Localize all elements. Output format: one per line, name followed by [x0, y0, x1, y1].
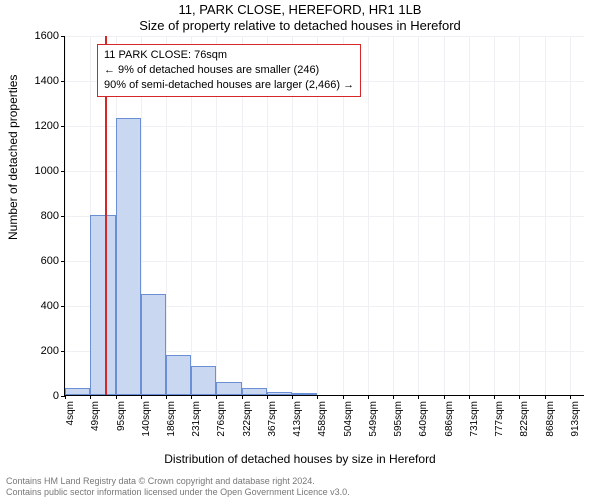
histogram-bar	[267, 392, 293, 395]
gridline-h	[65, 126, 584, 127]
x-tick-mark	[90, 395, 91, 399]
x-tick-label: 504sqm	[343, 401, 354, 437]
x-tick-label: 640sqm	[418, 401, 429, 437]
x-tick-mark	[65, 395, 66, 399]
annotation-box: 11 PARK CLOSE: 76sqm ← 9% of detached ho…	[97, 44, 361, 97]
x-tick-mark	[494, 395, 495, 399]
gridline-h	[65, 36, 584, 37]
histogram-bar	[191, 366, 216, 395]
histogram-bar	[166, 355, 191, 396]
gridline-h	[65, 216, 584, 217]
title-line-2: Size of property relative to detached ho…	[0, 18, 600, 33]
x-tick-mark	[418, 395, 419, 399]
gridline-v	[469, 36, 470, 395]
y-tick-label: 600	[41, 255, 59, 267]
y-tick-label: 400	[41, 300, 59, 312]
gridline-v	[519, 36, 520, 395]
gridline-v	[570, 36, 571, 395]
footer: Contains HM Land Registry data © Crown c…	[6, 476, 594, 499]
x-tick-mark	[444, 395, 445, 399]
x-tick-mark	[343, 395, 344, 399]
x-tick-mark	[141, 395, 142, 399]
x-tick-label: 913sqm	[570, 401, 581, 437]
plot-area: 020040060080010001200140016004sqm49sqm95…	[64, 36, 584, 396]
x-tick-label: 140sqm	[141, 401, 152, 437]
x-tick-mark	[317, 395, 318, 399]
histogram-bar	[116, 118, 141, 395]
x-tick-mark	[216, 395, 217, 399]
y-tick-label: 1400	[35, 75, 59, 87]
gridline-v	[368, 36, 369, 395]
x-tick-label: 868sqm	[545, 401, 556, 437]
footer-line-2: Contains public sector information licen…	[6, 487, 594, 498]
annotation-line-1: 11 PARK CLOSE: 76sqm	[104, 48, 354, 63]
x-tick-label: 731sqm	[469, 401, 480, 437]
annotation-line-2: ← 9% of detached houses are smaller (246…	[104, 63, 354, 78]
x-tick-mark	[469, 395, 470, 399]
x-tick-mark	[116, 395, 117, 399]
histogram-bar	[216, 382, 242, 396]
y-tick-label: 0	[53, 390, 59, 402]
x-tick-label: 777sqm	[494, 401, 505, 437]
x-tick-label: 322sqm	[242, 401, 253, 437]
x-tick-label: 276sqm	[216, 401, 227, 437]
footer-line-1: Contains HM Land Registry data © Crown c…	[6, 476, 594, 487]
gridline-v	[393, 36, 394, 395]
x-tick-label: 822sqm	[519, 401, 530, 437]
x-tick-mark	[191, 395, 192, 399]
x-tick-mark	[292, 395, 293, 399]
x-tick-label: 186sqm	[166, 401, 177, 437]
y-tick-label: 1000	[35, 165, 59, 177]
x-tick-label: 367sqm	[267, 401, 278, 437]
x-tick-mark	[166, 395, 167, 399]
x-tick-label: 231sqm	[191, 401, 202, 437]
gridline-v	[418, 36, 419, 395]
histogram-bar	[292, 393, 317, 395]
x-tick-label: 595sqm	[393, 401, 404, 437]
gridline-h	[65, 261, 584, 262]
x-tick-mark	[570, 395, 571, 399]
x-tick-label: 4sqm	[65, 401, 76, 425]
x-tick-mark	[242, 395, 243, 399]
y-tick-label: 1200	[35, 120, 59, 132]
x-tick-label: 49sqm	[90, 401, 101, 431]
x-tick-mark	[393, 395, 394, 399]
x-tick-label: 458sqm	[317, 401, 328, 437]
x-tick-mark	[545, 395, 546, 399]
y-axis-label: Number of detached properties	[6, 75, 20, 240]
histogram-bar	[65, 388, 90, 395]
annotation-line-3: 90% of semi-detached houses are larger (…	[104, 78, 354, 93]
x-tick-label: 413sqm	[292, 401, 303, 437]
x-tick-label: 549sqm	[368, 401, 379, 437]
x-tick-label: 95sqm	[116, 401, 127, 431]
x-tick-mark	[368, 395, 369, 399]
gridline-v	[494, 36, 495, 395]
gridline-v	[545, 36, 546, 395]
gridline-v	[65, 36, 66, 395]
title-line-1: 11, PARK CLOSE, HEREFORD, HR1 1LB	[0, 2, 600, 17]
x-tick-label: 686sqm	[444, 401, 455, 437]
chart-container: 11, PARK CLOSE, HEREFORD, HR1 1LB Size o…	[0, 0, 600, 500]
x-tick-mark	[519, 395, 520, 399]
histogram-bar	[90, 215, 116, 395]
y-tick-label: 800	[41, 210, 59, 222]
gridline-v	[444, 36, 445, 395]
x-tick-mark	[267, 395, 268, 399]
y-tick-label: 200	[41, 345, 59, 357]
x-axis-label: Distribution of detached houses by size …	[0, 452, 600, 466]
y-tick-label: 1600	[35, 30, 59, 42]
gridline-h	[65, 171, 584, 172]
histogram-bar	[141, 294, 167, 395]
histogram-bar	[242, 388, 267, 395]
